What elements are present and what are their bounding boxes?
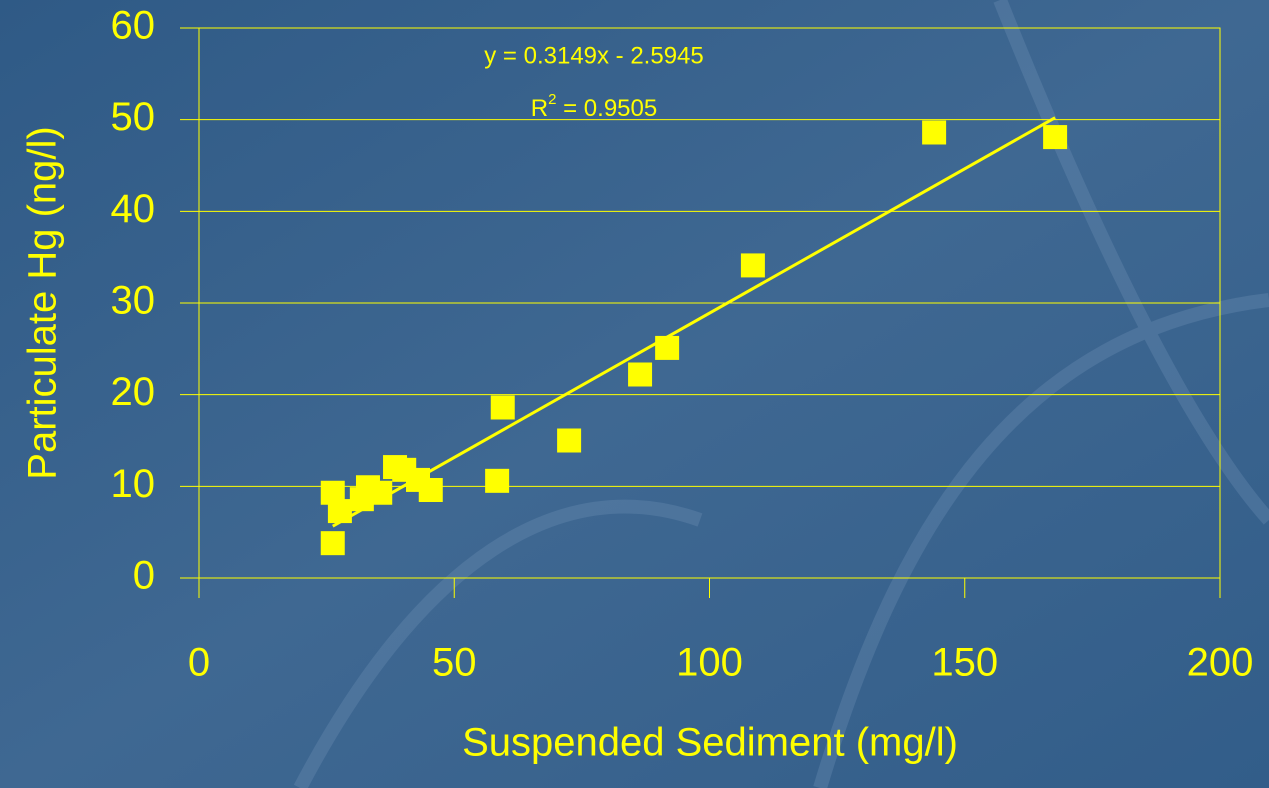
r-squared: R2 = 0.9505: [531, 91, 657, 122]
r-squared-sup: 2: [548, 91, 556, 108]
data-point: [628, 362, 653, 387]
data-point: [490, 395, 515, 420]
x-tick-label: 100: [676, 641, 743, 685]
y-tick-label: 30: [111, 279, 156, 323]
y-tick-label: 10: [111, 462, 156, 506]
y-tick-label: 0: [133, 554, 155, 598]
data-point: [485, 468, 510, 493]
x-tick-label: 200: [1187, 641, 1254, 685]
plot-frame: [198, 27, 1221, 579]
data-point: [418, 478, 443, 502]
x-tick-label: 0: [188, 641, 210, 685]
data-point: [1043, 125, 1068, 150]
trendline-equation: y = 0.3149x - 2.5945: [484, 42, 704, 69]
x-tick-label: 50: [432, 641, 477, 685]
y-axis-title: Particulate Hg (ng/l): [21, 126, 65, 479]
data-point: [922, 120, 947, 145]
data-point: [740, 253, 765, 278]
r-squared-prefix: R: [531, 95, 548, 122]
data-point: [557, 428, 582, 453]
data-point: [320, 531, 345, 556]
data-point: [368, 480, 393, 505]
r-squared-value: = 0.9505: [556, 95, 657, 122]
background-texture: [293, 0, 1269, 788]
y-tick-label: 50: [111, 95, 156, 139]
trendline: [332, 116, 1056, 528]
y-tick-label: 60: [111, 4, 156, 48]
x-tick-label: 150: [931, 641, 998, 685]
y-tick-label: 20: [111, 370, 156, 414]
data-point: [655, 335, 680, 360]
y-tick-label: 40: [111, 187, 156, 231]
data-point: [327, 499, 352, 524]
x-axis-title: Suspended Sediment (mg/l): [462, 721, 958, 765]
